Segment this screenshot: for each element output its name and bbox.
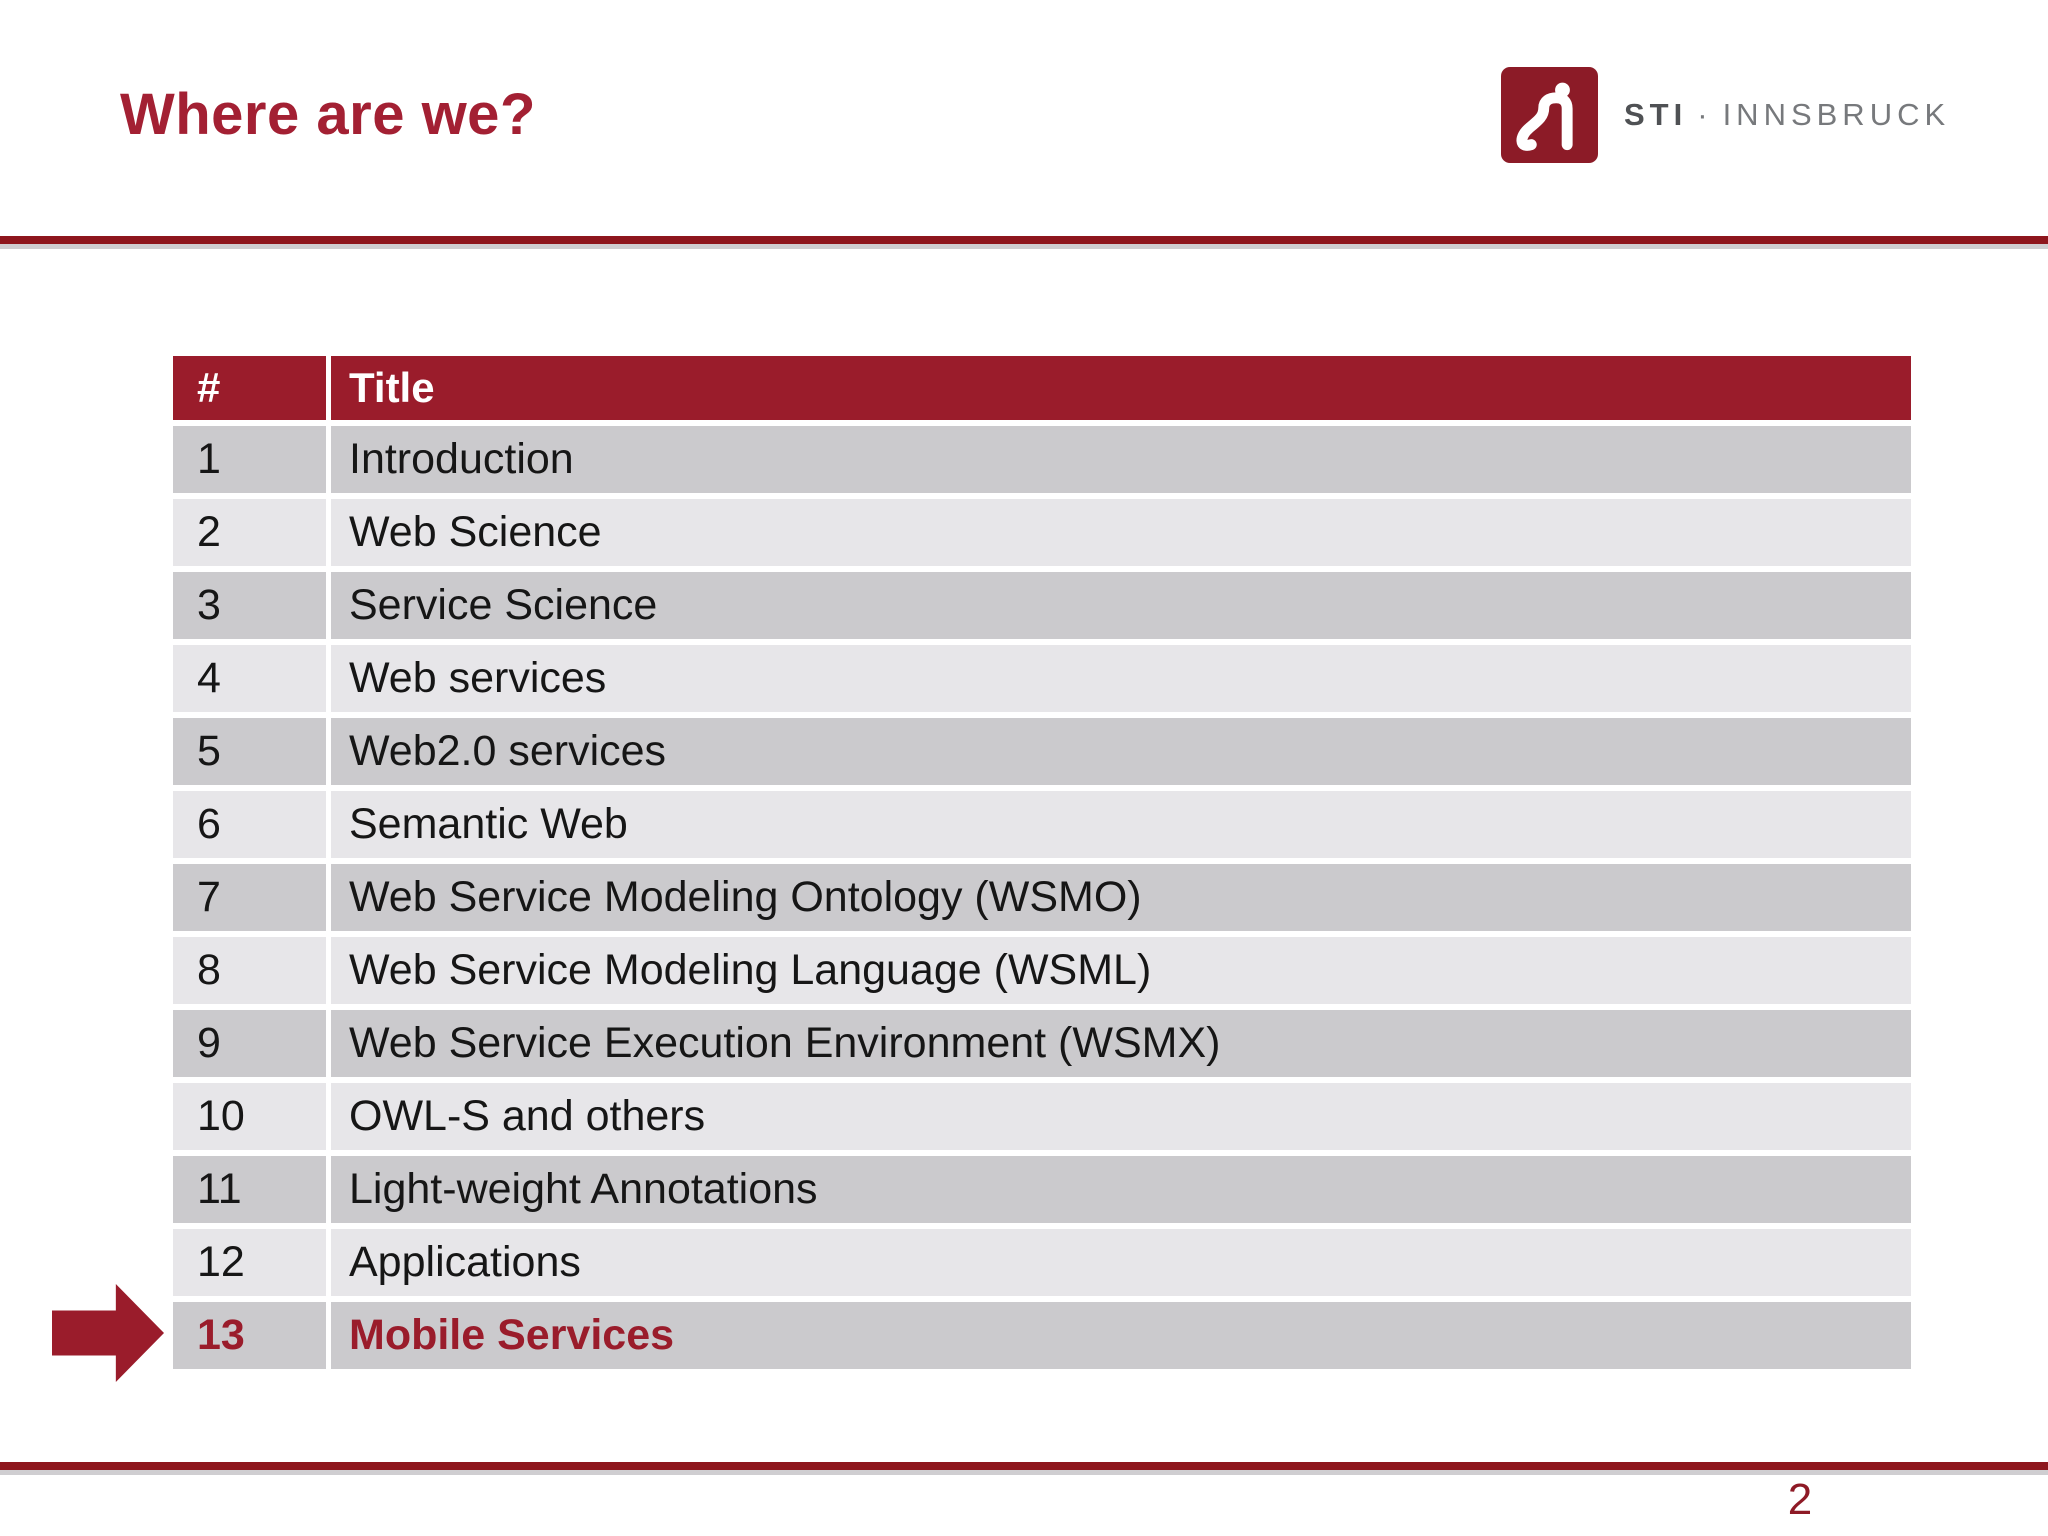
footer-divider-gray-line [0, 1470, 2048, 1475]
row-title-cell: OWL-S and others [331, 1083, 1911, 1150]
row-title-cell: Applications [331, 1229, 1911, 1296]
header-divider [0, 236, 2048, 249]
row-number-cell: 5 [173, 718, 326, 785]
table-row: 11 Light-weight Annotations [173, 1156, 1911, 1223]
row-number-cell: 1 [173, 426, 326, 493]
table-row: 7 Web Service Modeling Ontology (WSMO) [173, 864, 1911, 931]
row-title-cell: Web2.0 services [331, 718, 1911, 785]
column-header-title: Title [331, 356, 1911, 420]
page-title: Where are we? [120, 82, 536, 147]
row-number-cell: 8 [173, 937, 326, 1004]
row-number-cell: 12 [173, 1229, 326, 1296]
row-title-cell: Web Service Modeling Language (WSML) [331, 937, 1911, 1004]
row-number-cell: 6 [173, 791, 326, 858]
table-header-row: # Title [173, 356, 1911, 420]
row-title-cell: Service Science [331, 572, 1911, 639]
row-number-cell: 11 [173, 1156, 326, 1223]
header-divider-red-line [0, 236, 2048, 244]
row-title-cell: Web Science [331, 499, 1911, 566]
table-row: 8 Web Service Modeling Language (WSML) [173, 937, 1911, 1004]
table-row: 9 Web Service Execution Environment (WSMX… [173, 1010, 1911, 1077]
column-header-number: # [173, 356, 326, 420]
logo-separator: · [1697, 96, 1713, 132]
sti-logo-wordmark: STI · INNSBRUCK [1624, 97, 1950, 133]
sti-logo-icon [1501, 66, 1598, 163]
row-title-cell: Web Service Execution Environment (WSMX) [331, 1010, 1911, 1077]
logo-location-text: INNSBRUCK [1722, 96, 1951, 132]
row-title-cell: Light-weight Annotations [331, 1156, 1911, 1223]
row-title-cell: Web services [331, 645, 1911, 712]
page-number: 2 [1787, 1475, 1813, 1524]
current-topic-arrow-icon [52, 1284, 164, 1382]
sti-innsbruck-logo: STI · INNSBRUCK [1501, 66, 1950, 163]
row-number-cell: 7 [173, 864, 326, 931]
table-row: 5 Web2.0 services [173, 718, 1911, 785]
row-title-cell: Introduction [331, 426, 1911, 493]
footer-divider [0, 1462, 2048, 1475]
row-number-cell: 9 [173, 1010, 326, 1077]
table-row: 4 Web services [173, 645, 1911, 712]
table-row: 6 Semantic Web [173, 791, 1911, 858]
row-number-cell: 3 [173, 572, 326, 639]
table-body: 1 Introduction 2 Web Science 3 Service Scienc… [173, 426, 1911, 1369]
footer-divider-red-line [0, 1462, 2048, 1470]
table-row: 12 Applications [173, 1229, 1911, 1296]
table-row-current: 13 Mobile Services [173, 1302, 1911, 1369]
agenda-table: # Title 1 Introduction 2 Web Science 3 Servic… [173, 356, 1911, 1369]
header-divider-gray-line [0, 244, 2048, 249]
row-title-cell: Semantic Web [331, 791, 1911, 858]
row-number-cell: 4 [173, 645, 326, 712]
table-row: 10 OWL-S and others [173, 1083, 1911, 1150]
row-title-cell: Web Service Modeling Ontology (WSMO) [331, 864, 1911, 931]
row-number-cell: 2 [173, 499, 326, 566]
table-row: 3 Service Science [173, 572, 1911, 639]
row-title-cell: Mobile Services [331, 1302, 1911, 1369]
row-number-cell: 10 [173, 1083, 326, 1150]
table-row: 2 Web Science [173, 499, 1911, 566]
logo-brand-text: STI [1624, 96, 1688, 132]
row-number-cell: 13 [173, 1302, 326, 1369]
table-row: 1 Introduction [173, 426, 1911, 493]
